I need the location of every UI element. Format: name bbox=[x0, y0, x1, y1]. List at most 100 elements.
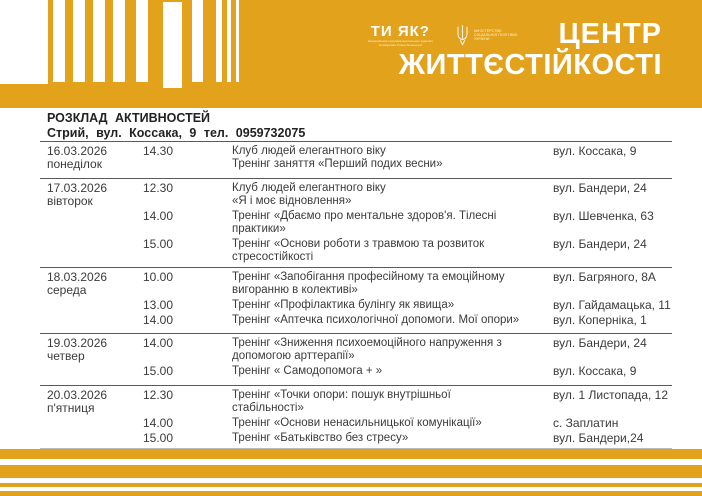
row-entries: 10.00 Тренінг «Запобігання професійному … bbox=[143, 271, 672, 330]
entry-time: 12.30 bbox=[143, 388, 174, 402]
entry-time: 15.00 bbox=[143, 431, 174, 445]
schedule-entry: 12.30 Тренінг «Точки опори: пошук внутрі… bbox=[143, 389, 672, 415]
footer-stripe bbox=[0, 465, 702, 478]
row-date: 20.03.2026 bbox=[47, 388, 108, 402]
schedule-entry: 13.00 Тренінг «Профілактика булінгу як я… bbox=[143, 299, 672, 312]
schedule-entry: 14.00 Тренінг «Дбаємо про ментальне здор… bbox=[143, 210, 672, 236]
entry-address: вул. Коссака, 9 bbox=[553, 364, 637, 378]
date-cell: 16.03.2026 понеділок bbox=[40, 145, 143, 175]
row-day: понеділок bbox=[47, 157, 102, 171]
entry-activity: Тренінг «Основи роботи з травмою та розв… bbox=[232, 238, 553, 264]
ministry-logo-text: МІНІСТЕРСТВО СОЦІАЛЬНОЇ ПОЛІТИКИ УКРАЇНИ bbox=[474, 29, 517, 42]
entry-activity: Тренінг «Аптечка психологічної допомоги.… bbox=[232, 314, 553, 327]
entry-activity: Тренінг « Самодопомога + » bbox=[232, 365, 553, 378]
activity-line: Тренінг «Запобігання професійному та емо… bbox=[232, 271, 505, 283]
schedule-entry: 14.00 Тренінг «Зниження психоемоційного … bbox=[143, 337, 672, 363]
ty-yak-logo-subtitle1: всеукраїнська програма ментального здоро… bbox=[368, 39, 433, 43]
entry-activity: Тренінг «Батьківство без стресу» bbox=[232, 432, 553, 445]
header-decor-bar bbox=[113, 0, 125, 82]
schedule-entry: 15.00 Тренінг «Батьківство без стресу» в… bbox=[143, 432, 672, 445]
activity-line: Тренінг «Зниження психоемоційного напруж… bbox=[232, 337, 502, 349]
activity-line: стабільності» bbox=[232, 402, 304, 414]
entry-activity: Клуб людей елегантного віку Тренінг занят… bbox=[232, 145, 553, 171]
entry-time: 15.00 bbox=[143, 364, 174, 378]
entry-activity: Тренінг «Дбаємо про ментальне здоров'я. … bbox=[232, 210, 553, 236]
entry-time: 14.00 bbox=[143, 416, 174, 430]
schedule-row: 17.03.2026 вівторок 12.30 Клуб людей еле… bbox=[40, 178, 672, 267]
trident-icon bbox=[457, 25, 468, 46]
schedule-entry: 12.30 Клуб людей елегантного віку «Я і мо… bbox=[143, 182, 672, 208]
row-entries: 14.00 Тренінг «Зниження психоемоційного … bbox=[143, 337, 672, 382]
entry-activity: Тренінг «Основи ненасильницької комуніка… bbox=[232, 417, 553, 430]
row-entries: 12.30 Тренінг «Точки опори: пошук внутрі… bbox=[143, 389, 672, 445]
schedule-entry: 14.00 Тренінг «Аптечка психологічної доп… bbox=[143, 314, 672, 327]
date-cell: 20.03.2026 п'ятниця bbox=[40, 389, 143, 445]
activity-line: Тренінг «Дбаємо про ментальне здоров'я. … bbox=[232, 210, 497, 222]
entry-time: 14.00 bbox=[143, 313, 174, 327]
entry-address: вул. Гайдамацька, 11 bbox=[553, 298, 671, 312]
ty-yak-logo-subtitle2: за ініціативи Олени Зеленської bbox=[378, 42, 422, 47]
schedule-row: 18.03.2026 середа 10.00 Тренінг «Запобіг… bbox=[40, 267, 672, 333]
center-wordmark-line2: ЖИТТЄСТІЙКОСТІ bbox=[398, 49, 662, 81]
ministry-line1: МІНІСТЕРСТВО bbox=[474, 28, 502, 33]
schedule-entry: 10.00 Тренінг «Запобігання професійному … bbox=[143, 271, 672, 297]
row-day: четвер bbox=[47, 349, 85, 363]
ministry-line3: УКРАЇНИ bbox=[474, 37, 490, 42]
entry-address: вул. Багряного, 8А bbox=[553, 270, 656, 284]
row-date: 18.03.2026 bbox=[47, 270, 108, 284]
schedule-row: 16.03.2026 понеділок 14.30 Клуб людей ел… bbox=[40, 141, 672, 178]
activity-line: Тренінг « Самодопомога + » bbox=[232, 365, 383, 377]
activity-line: Тренінг «Батьківство без стресу» bbox=[232, 432, 409, 444]
entry-time: 12.30 bbox=[143, 181, 174, 195]
entry-address: вул. 1 Листопада, 12 bbox=[553, 388, 669, 402]
header-decor-bar bbox=[192, 0, 203, 82]
entry-address: с. Заплатин bbox=[553, 416, 619, 430]
entry-time: 10.00 bbox=[143, 270, 174, 284]
activity-line: «Я і моє відновлення» bbox=[232, 195, 352, 207]
activity-line: Тренінг «Основи роботи з травмою та розв… bbox=[232, 238, 485, 250]
header-decor-bar bbox=[136, 0, 148, 82]
entry-time: 15.00 bbox=[143, 237, 174, 251]
activity-line: Тренінг заняття «Перший подих весни» bbox=[232, 158, 443, 170]
header-decor-bar bbox=[53, 0, 65, 82]
entry-activity: Тренінг «Зниження психоемоційного напруж… bbox=[232, 337, 553, 363]
schedule-table: 16.03.2026 понеділок 14.30 Клуб людей ел… bbox=[40, 141, 672, 449]
entry-address: вул. Коссака, 9 bbox=[553, 144, 637, 158]
schedule-entry: 14.00 Тренінг «Основи ненасильницької ко… bbox=[143, 417, 672, 430]
row-day: середа bbox=[47, 283, 87, 297]
entry-address: вул. Бандери, 24 bbox=[553, 237, 647, 251]
ministry-line2: СОЦІАЛЬНОЇ ПОЛІТИКИ bbox=[474, 32, 518, 37]
schedule-entry: 15.00 Тренінг «Основи роботи з травмою т… bbox=[143, 238, 672, 264]
activity-line: допомогою арттерапії» bbox=[232, 350, 355, 362]
activity-line: Тренінг «Аптечка психологічної допомоги.… bbox=[232, 314, 520, 326]
activity-line: Тренінг «Точки опори: пошук внутрішньої bbox=[232, 389, 451, 401]
doc-title-block: РОЗКЛАД АКТИВНОСТЕЙ Стрий, вул. Коссака,… bbox=[47, 111, 305, 140]
schedule-entry: 14.30 Клуб людей елегантного віку Тренінг… bbox=[143, 145, 672, 171]
entry-time: 14.00 bbox=[143, 209, 174, 223]
entry-address: вул. Бандери, 24 bbox=[553, 181, 647, 195]
entry-activity: Тренінг «Профілактика булінгу як явища» bbox=[232, 299, 553, 312]
activity-line: Тренінг «Профілактика булінгу як явища» bbox=[232, 299, 455, 311]
ty-yak-logo: ТИ ЯК? всеукраїнська програма ментальног… bbox=[368, 24, 433, 47]
row-entries: 12.30 Клуб людей елегантного віку «Я і мо… bbox=[143, 182, 672, 264]
date-cell: 18.03.2026 середа bbox=[40, 271, 143, 330]
entry-address: вул. Бандери,24 bbox=[553, 431, 644, 445]
schedule-entry: 15.00 Тренінг « Самодопомога + » вул. Ко… bbox=[143, 365, 672, 378]
row-date: 17.03.2026 bbox=[47, 181, 108, 195]
entry-activity: Клуб людей елегантного віку «Я і моє відн… bbox=[232, 182, 553, 208]
activity-line: стресостійкості bbox=[232, 251, 314, 263]
header-decor-square bbox=[0, 0, 48, 84]
page-subtitle: Стрий, вул. Коссака, 9 тел. 0959732075 bbox=[47, 125, 306, 140]
date-cell: 19.03.2026 четвер bbox=[40, 337, 143, 382]
footer-stripe bbox=[0, 483, 702, 487]
header-decor-bar bbox=[216, 0, 222, 82]
activity-line: Клуб людей елегантного віку bbox=[232, 145, 386, 157]
row-date: 16.03.2026 bbox=[47, 144, 108, 158]
activity-line: Тренінг «Основи ненасильницької комуніка… bbox=[232, 417, 482, 429]
date-cell: 17.03.2026 вівторок bbox=[40, 182, 143, 264]
header-decor-bar bbox=[93, 0, 105, 82]
footer-stripe bbox=[0, 449, 702, 459]
center-wordmark-line1: ЦЕНТР bbox=[558, 18, 662, 50]
header-decor-bar bbox=[227, 0, 231, 82]
